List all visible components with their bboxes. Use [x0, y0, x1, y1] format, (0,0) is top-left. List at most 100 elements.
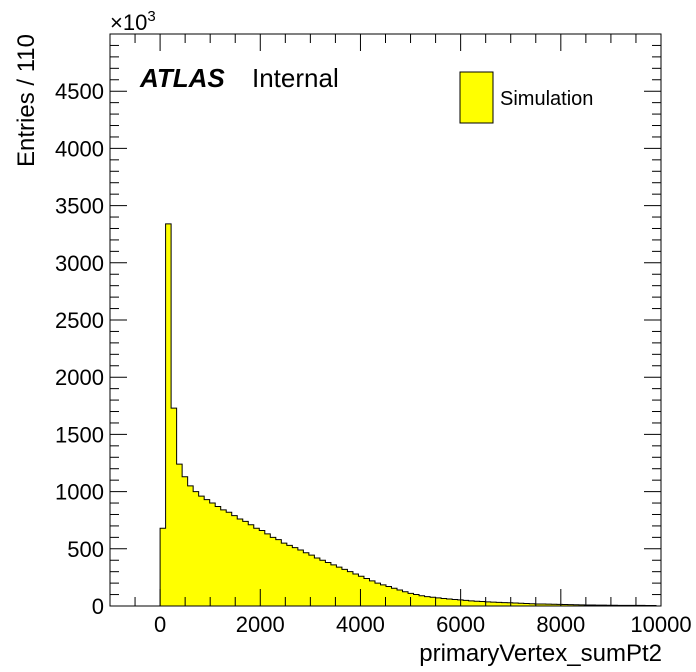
y-tick-label: 2500 [55, 308, 104, 333]
histogram-bar [562, 604, 569, 606]
histogram-bar [242, 521, 249, 606]
histogram-bar [347, 571, 354, 606]
histogram-bar [281, 543, 288, 606]
histogram-bar [584, 604, 591, 606]
y-axis-multiplier: ×103 [110, 8, 156, 35]
histogram-bar [424, 596, 431, 606]
histogram-bar [391, 588, 398, 606]
histogram-bar [523, 603, 530, 606]
histogram-bar [231, 515, 238, 606]
y-tick-label: 3000 [55, 251, 104, 276]
y-axis-ticks: 0 500 1000 1500 2000 2500 3000 3500 4000 4500 [55, 33, 661, 619]
histogram-bar [468, 600, 475, 606]
histogram-bar [551, 604, 558, 606]
histogram-bar [463, 600, 470, 606]
x-axis-title: primaryVertex_sumPt2 [419, 640, 662, 667]
histogram-bar [490, 602, 497, 606]
x-tick-label: 10000 [630, 612, 691, 637]
histogram-bar [220, 509, 227, 606]
histogram-bar [496, 602, 503, 606]
histogram-bar [314, 557, 321, 606]
histogram-bar [171, 408, 178, 606]
histogram-bar [452, 599, 459, 606]
histogram-bar [534, 603, 541, 606]
histogram-bar [286, 545, 293, 606]
histogram-bar [402, 591, 409, 606]
x-tick-label: 8000 [536, 612, 585, 637]
histogram-bar [529, 603, 536, 606]
y-tick-label: 0 [92, 594, 104, 619]
histogram-bar [363, 578, 370, 606]
y-tick-label: 1000 [55, 480, 104, 505]
histogram-bar [270, 537, 277, 606]
histogram-bar [187, 485, 194, 606]
histogram-bar [430, 597, 436, 606]
y-tick-label: 3500 [55, 194, 104, 219]
x-tick-label: 2000 [236, 612, 285, 637]
atlas-label: ATLAS [139, 63, 225, 93]
histogram-bar [259, 530, 266, 606]
histogram-bar [413, 594, 420, 606]
y-tick-label: 2000 [55, 365, 104, 390]
atlas-sublabel: Internal [252, 63, 339, 93]
histogram-bar [341, 569, 348, 606]
histogram-bar [435, 597, 442, 606]
histogram-bars [160, 223, 657, 607]
histogram-bar [479, 601, 486, 606]
histogram-bar [386, 586, 392, 606]
histogram-bar [198, 496, 205, 606]
histogram-bar [253, 528, 260, 606]
histogram-bar [441, 598, 448, 606]
y-tick-label: 1500 [55, 422, 104, 447]
histogram-bar [589, 604, 596, 606]
histogram-outline [159, 223, 657, 607]
histogram-bar [165, 223, 172, 607]
y-axis-title: Entries / 110 [13, 34, 40, 167]
histogram-bar [567, 604, 574, 606]
histogram-bar [325, 562, 332, 606]
histogram-bar [540, 604, 547, 606]
histogram-bar [319, 560, 326, 606]
histogram-bar [182, 476, 189, 606]
histogram-bar [237, 519, 244, 606]
histogram-bar [303, 552, 310, 606]
histogram-bar [573, 604, 580, 606]
histogram-bar [204, 499, 211, 606]
histogram-bar [485, 601, 492, 606]
x-tick-label: 6000 [436, 612, 485, 637]
histogram-bar [226, 512, 233, 606]
x-tick-label: 4000 [336, 612, 385, 637]
histogram-bar [352, 573, 359, 606]
histogram-bar [507, 602, 514, 606]
histogram-bar [292, 547, 299, 606]
histogram-bar [374, 583, 381, 606]
histogram-bar [215, 506, 222, 606]
histogram-bar [556, 604, 563, 606]
histogram-bar [512, 603, 519, 606]
histogram-bar [397, 589, 403, 606]
histogram-bar [275, 539, 282, 606]
histogram-bar [501, 602, 508, 606]
histogram-bar [160, 528, 167, 606]
histogram-bar [193, 491, 200, 606]
histogram-bar [380, 584, 387, 606]
histogram-bar [297, 549, 304, 606]
histogram-bar [474, 601, 481, 606]
histogram-bar [419, 595, 425, 606]
legend-swatch [459, 71, 494, 124]
histogram-bar [518, 603, 525, 606]
histogram-bar [176, 464, 183, 606]
histogram-bar [446, 599, 453, 606]
histogram-bar [578, 604, 585, 606]
legend-label-simulation: Simulation [500, 88, 593, 110]
histogram-bar [336, 567, 343, 606]
x-tick-label: 0 [154, 612, 166, 637]
histogram-bar [545, 604, 552, 606]
y-tick-label: 500 [67, 537, 104, 562]
histogram-bar [308, 555, 315, 606]
y-tick-label: 4000 [55, 136, 104, 161]
histogram-bar [248, 524, 255, 606]
y-tick-label: 4500 [55, 79, 104, 104]
histogram-bar [369, 580, 376, 606]
